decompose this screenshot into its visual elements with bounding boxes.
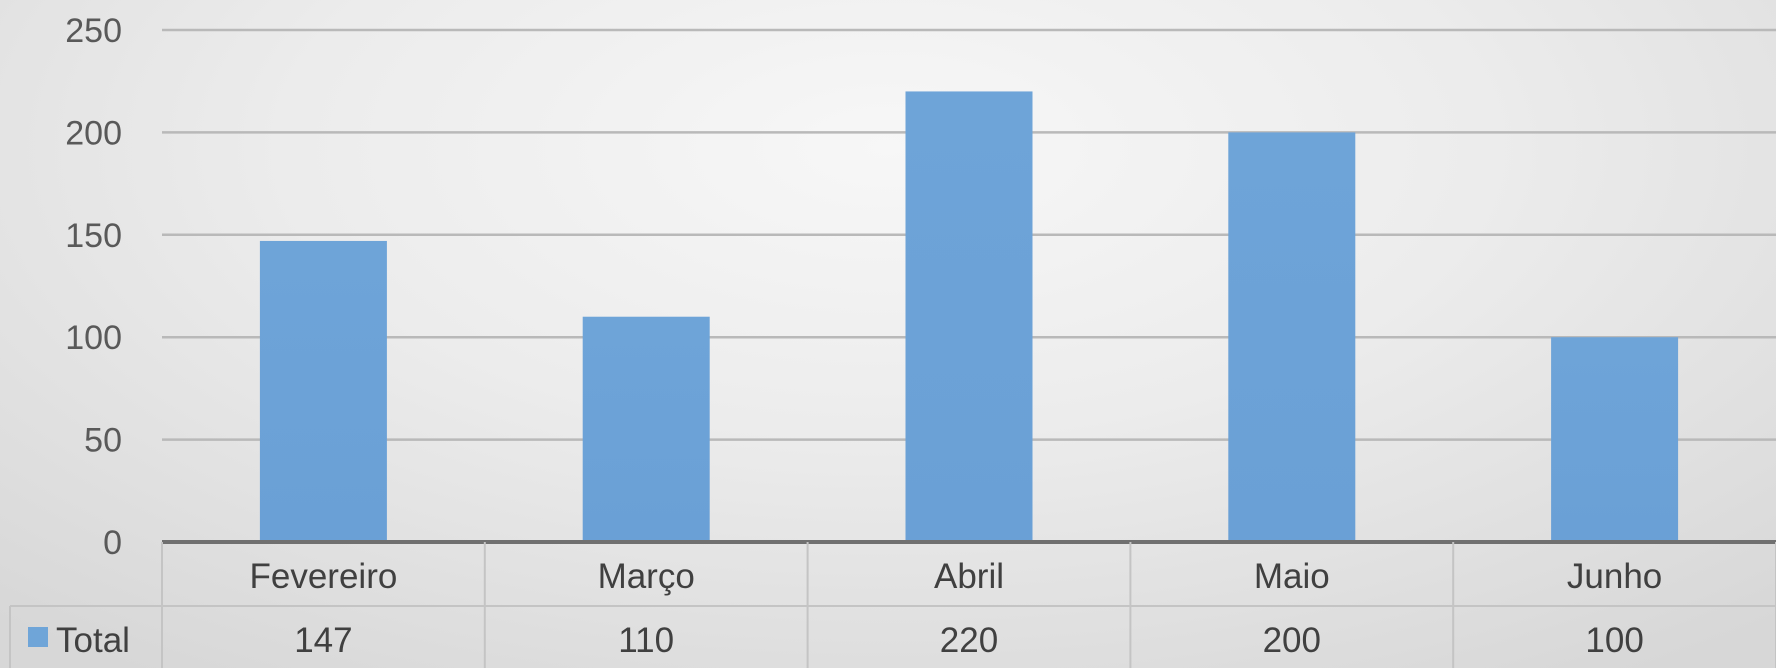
bar bbox=[905, 91, 1033, 542]
data-label: 220 bbox=[940, 621, 998, 660]
data-label: 200 bbox=[1263, 621, 1321, 660]
y-tick-label: 250 bbox=[65, 12, 122, 50]
x-tick-label: Fevereiro bbox=[249, 557, 397, 596]
y-tick-label: 50 bbox=[84, 422, 122, 460]
legend-swatch bbox=[28, 627, 48, 647]
y-tick-label: 200 bbox=[65, 114, 122, 152]
data-table: Fevereiro Março Abril Maio Junho 147 110 220 200… bbox=[9, 540, 1776, 668]
bar bbox=[1228, 132, 1356, 542]
data-label: 147 bbox=[294, 621, 352, 660]
y-tick-label: 0 bbox=[103, 524, 122, 562]
legend-label: Total bbox=[56, 621, 130, 660]
data-label: 100 bbox=[1585, 621, 1643, 660]
y-axis: 0 50 100 150 200 250 bbox=[65, 12, 122, 562]
x-tick-label: Março bbox=[598, 557, 695, 596]
bar bbox=[582, 316, 710, 542]
data-label: 110 bbox=[618, 621, 674, 660]
bar bbox=[259, 240, 387, 542]
y-tick-label: 100 bbox=[65, 319, 122, 357]
x-tick-label: Junho bbox=[1567, 557, 1662, 596]
y-tick-label: 150 bbox=[65, 217, 122, 255]
bar bbox=[1551, 337, 1679, 542]
x-tick-label: Abril bbox=[934, 557, 1004, 596]
bars bbox=[259, 91, 1679, 542]
x-tick-label: Maio bbox=[1254, 557, 1330, 596]
